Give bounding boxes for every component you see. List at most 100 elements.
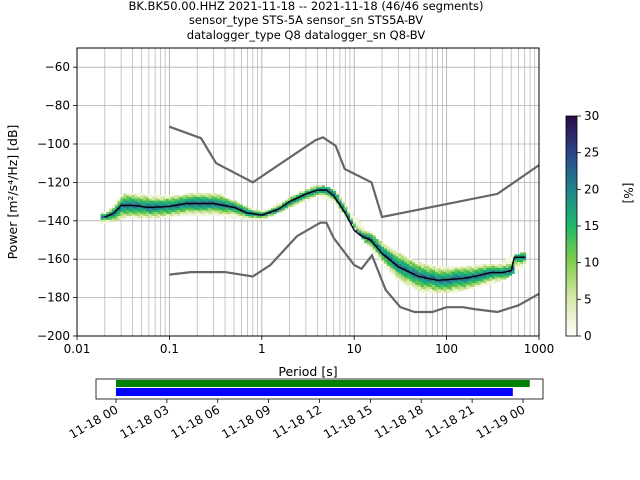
heatmap-cell xyxy=(460,285,464,288)
heatmap-cell xyxy=(514,265,518,269)
heatmap-cell xyxy=(185,208,189,211)
heatmap-cell xyxy=(250,208,254,211)
heatmap-cell xyxy=(145,214,150,217)
heatmap-cell xyxy=(219,208,223,211)
heatmap-cell xyxy=(486,267,490,271)
heatmap-cell xyxy=(418,283,422,286)
heatmap-cell xyxy=(171,194,175,198)
heatmap-cell xyxy=(179,208,184,211)
heatmap-cell xyxy=(321,194,325,198)
heatmap-cell xyxy=(117,216,121,219)
heatmap-cell xyxy=(352,225,357,228)
heatmap-cell xyxy=(449,279,453,282)
heatmap-cell xyxy=(423,290,427,294)
heatmap-cell xyxy=(378,258,382,261)
heatmap-cell xyxy=(520,252,524,255)
model-curves xyxy=(104,125,539,314)
heatmap-cell xyxy=(128,216,133,219)
heatmap-cell xyxy=(401,258,405,261)
heatmap-cell xyxy=(182,214,186,217)
heatmap-cell xyxy=(327,196,331,200)
heatmap-cell xyxy=(168,214,172,217)
heatmap-cell xyxy=(500,262,504,265)
heatmap-cell xyxy=(418,279,422,282)
heatmap-cell xyxy=(480,277,484,280)
heatmap-cell xyxy=(148,214,152,217)
heatmap-cell xyxy=(466,283,470,286)
heatmap-cell xyxy=(103,212,107,215)
heatmap-cell xyxy=(265,214,269,217)
heatmap-cell xyxy=(435,277,439,280)
heatmap-cell xyxy=(248,214,252,217)
heatmap-cell xyxy=(324,191,328,194)
heatmap-cell xyxy=(208,192,212,196)
heatmap-cell xyxy=(301,191,305,194)
heatmap-cell xyxy=(228,208,232,211)
heatmap-cell xyxy=(420,288,425,292)
heatmap-cell xyxy=(165,198,169,201)
heatmap-cell xyxy=(505,267,510,271)
heatmap-cell xyxy=(443,275,447,278)
heatmap-cell xyxy=(443,271,447,274)
heatmap-cell xyxy=(432,279,436,282)
colorbar-tick-label: 20 xyxy=(584,182,599,196)
heatmap-cell xyxy=(449,265,453,269)
heatmap-cell xyxy=(222,198,226,201)
heatmap-cell xyxy=(412,269,416,272)
heatmap-cell xyxy=(389,248,393,251)
heatmap-cell xyxy=(208,198,212,201)
heatmap-cell xyxy=(469,277,473,280)
heatmap-cell xyxy=(423,283,427,286)
heatmap-cell xyxy=(409,283,413,286)
heatmap-cell xyxy=(341,210,345,213)
heatmap-cell xyxy=(151,210,155,213)
heatmap-cell xyxy=(313,191,317,194)
heatmap-cell xyxy=(471,271,476,274)
heatmap-cell xyxy=(384,265,388,269)
heatmap-cell xyxy=(389,256,393,259)
heatmap-cell xyxy=(199,194,203,198)
heatmap-cell xyxy=(179,204,184,207)
heatmap-cell xyxy=(216,204,220,207)
heatmap-cell xyxy=(174,198,178,201)
heatmap-cell xyxy=(245,214,249,217)
heatmap-cell xyxy=(194,214,198,217)
heatmap-cell xyxy=(477,264,481,267)
heatmap-cell xyxy=(503,267,507,271)
heatmap-cell xyxy=(432,265,436,269)
heatmap-cell xyxy=(191,204,195,207)
heatmap-cell xyxy=(384,252,388,255)
heatmap-cell xyxy=(392,267,396,271)
heatmap-cell xyxy=(273,206,277,209)
heatmap-cell xyxy=(106,212,110,215)
heatmap-cell xyxy=(432,290,436,294)
heatmap-cell xyxy=(284,208,288,211)
heatmap-cell xyxy=(143,208,147,211)
heatmap-cell xyxy=(449,287,453,290)
heatmap-cell xyxy=(196,204,201,207)
heatmap-cell xyxy=(290,196,294,200)
heatmap-cell xyxy=(429,290,433,294)
heatmap-cell xyxy=(151,198,155,201)
heatmap-cell xyxy=(435,281,439,284)
heatmap-cell xyxy=(449,269,453,272)
heatmap-cell xyxy=(287,204,291,207)
heatmap-cell xyxy=(409,277,413,280)
heatmap-cell xyxy=(171,210,175,213)
heatmap-cell xyxy=(222,214,226,217)
heatmap-cell xyxy=(199,212,203,215)
heatmap-cell xyxy=(384,260,388,263)
heatmap-cell xyxy=(276,206,280,209)
heatmap-cell xyxy=(398,262,402,265)
heatmap-cell xyxy=(330,198,334,201)
heatmap-cell xyxy=(114,216,118,219)
heatmap-cell xyxy=(372,244,376,248)
heatmap-cell xyxy=(443,287,447,290)
heatmap-cell xyxy=(191,198,195,201)
heatmap-cell xyxy=(213,210,218,213)
heatmap-cell xyxy=(463,273,467,276)
heatmap-cell xyxy=(242,217,246,221)
heatmap-cell xyxy=(471,281,476,284)
heatmap-cell xyxy=(208,204,212,207)
